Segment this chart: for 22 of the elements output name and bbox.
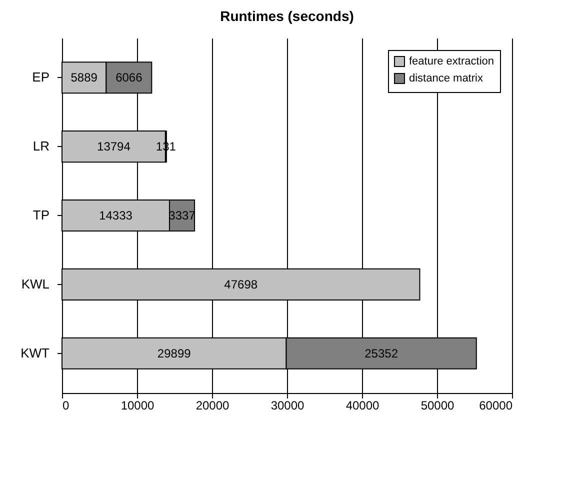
data-label: 29899 <box>157 346 192 360</box>
data-label: 47698 <box>224 277 258 292</box>
data-label: 25352 <box>364 346 398 360</box>
data-label: 13794 <box>97 140 131 154</box>
data-label: 5889 <box>70 70 98 85</box>
chart-title: Runtimes (seconds) <box>220 8 354 24</box>
y-tick-label: KWL <box>21 276 50 292</box>
y-tick-label: LR <box>32 138 50 154</box>
x-tick-label: 30000 <box>270 398 305 412</box>
x-tick-label: 40000 <box>346 398 380 412</box>
y-tick-label: KWT <box>20 345 50 360</box>
x-tick-label: 60000 <box>479 398 513 412</box>
x-tick-label: 10000 <box>120 398 155 412</box>
data-label: 14333 <box>99 208 133 222</box>
x-tick-label: 20000 <box>196 398 230 412</box>
x-tick-label: 50000 <box>420 398 455 412</box>
legend-label: feature extraction <box>409 56 494 68</box>
y-tick-label: EP <box>32 70 50 85</box>
y-tick-label: TP <box>32 208 50 222</box>
data-label: 6066 <box>116 70 143 85</box>
x-tick-label: 0 <box>62 398 70 412</box>
legend-label: distance matrix <box>409 72 484 84</box>
